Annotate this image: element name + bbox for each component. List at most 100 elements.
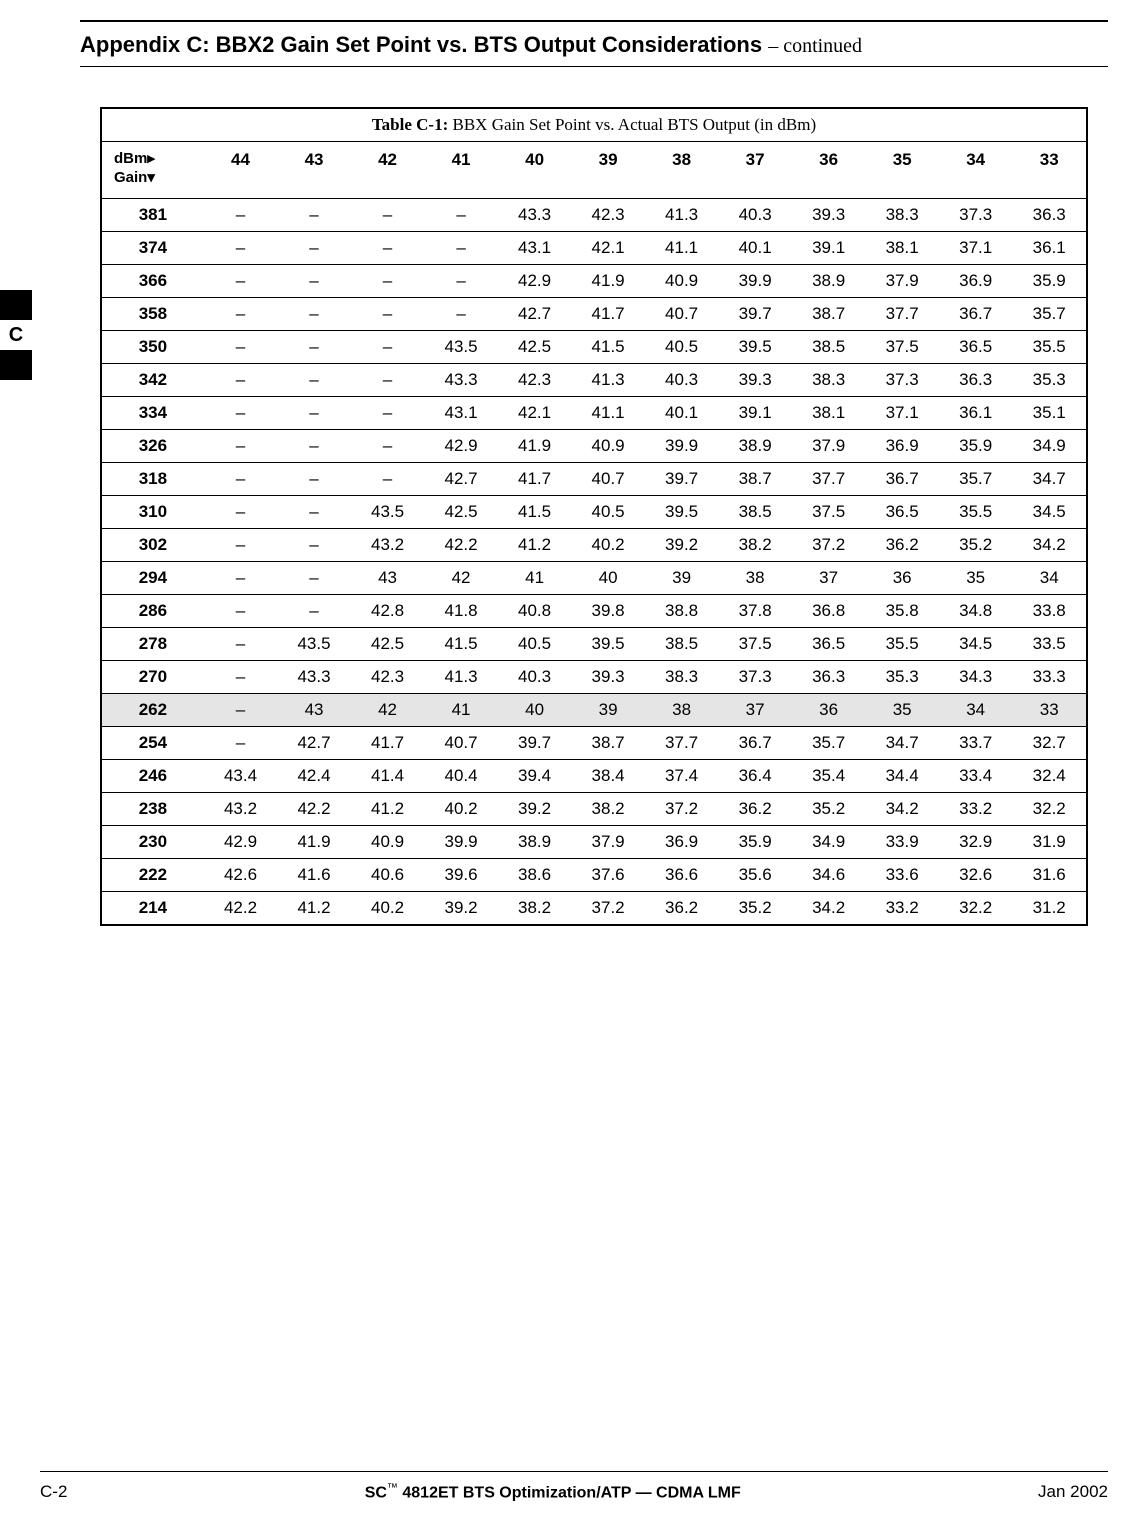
corner-line1: dBm▸ <box>114 150 155 167</box>
gain-cell: 302 <box>102 528 204 561</box>
value-cell: – <box>204 330 278 363</box>
value-cell: 41.2 <box>351 792 425 825</box>
value-cell: 38 <box>718 561 792 594</box>
value-cell: 33.6 <box>865 858 939 891</box>
value-cell: 40.8 <box>498 594 572 627</box>
value-cell: 38.5 <box>792 330 866 363</box>
value-cell: 37.9 <box>792 429 866 462</box>
table-row: 318–––42.741.740.739.738.737.736.735.734… <box>102 462 1086 495</box>
value-cell: 39.3 <box>718 363 792 396</box>
value-cell: 36.8 <box>792 594 866 627</box>
value-cell: 38.7 <box>571 726 645 759</box>
value-cell: 33.4 <box>939 759 1013 792</box>
value-cell: 42.3 <box>571 198 645 231</box>
value-cell: 35.3 <box>1012 363 1086 396</box>
value-cell: 34.2 <box>1012 528 1086 561</box>
value-cell: 31.2 <box>1012 891 1086 924</box>
value-cell: 41.2 <box>277 891 351 924</box>
value-cell: 42.1 <box>571 231 645 264</box>
value-cell: – <box>204 396 278 429</box>
table-row: 270–43.342.341.340.339.338.337.336.335.3… <box>102 660 1086 693</box>
value-cell: 37.5 <box>865 330 939 363</box>
value-cell: 36.5 <box>865 495 939 528</box>
value-cell: 42.2 <box>204 891 278 924</box>
value-cell: 36.2 <box>645 891 719 924</box>
value-cell: 39.5 <box>571 627 645 660</box>
value-cell: – <box>351 330 425 363</box>
value-cell: 42.9 <box>204 825 278 858</box>
value-cell: 39.9 <box>424 825 498 858</box>
value-cell: 42.1 <box>498 396 572 429</box>
value-cell: 41.5 <box>498 495 572 528</box>
value-cell: 34.5 <box>1012 495 1086 528</box>
gain-cell: 326 <box>102 429 204 462</box>
table-row: 254–42.741.740.739.738.737.736.735.734.7… <box>102 726 1086 759</box>
value-cell: 42.5 <box>351 627 425 660</box>
gain-cell: 238 <box>102 792 204 825</box>
value-cell: 38.6 <box>498 858 572 891</box>
corner-line2: Gain▾ <box>114 169 155 186</box>
value-cell: 40.5 <box>645 330 719 363</box>
side-tab-top <box>0 290 32 320</box>
value-cell: 41.3 <box>424 660 498 693</box>
value-cell: – <box>277 198 351 231</box>
value-cell: – <box>277 429 351 462</box>
value-cell: 43.2 <box>204 792 278 825</box>
value-cell: – <box>351 363 425 396</box>
value-cell: 41.9 <box>277 825 351 858</box>
value-cell: 38.1 <box>792 396 866 429</box>
value-cell: 32.9 <box>939 825 1013 858</box>
value-cell: 43.5 <box>277 627 351 660</box>
col-head: 41 <box>424 142 498 199</box>
col-head: 39 <box>571 142 645 199</box>
value-cell: 35.7 <box>792 726 866 759</box>
gain-cell: 214 <box>102 891 204 924</box>
value-cell: 38.7 <box>718 462 792 495</box>
value-cell: 43.3 <box>498 198 572 231</box>
value-cell: 39.7 <box>718 297 792 330</box>
value-cell: 42.2 <box>277 792 351 825</box>
value-cell: 40.6 <box>351 858 425 891</box>
value-cell: 38.7 <box>792 297 866 330</box>
table-row: 350–––43.542.541.540.539.538.537.536.535… <box>102 330 1086 363</box>
value-cell: 32.2 <box>1012 792 1086 825</box>
gain-cell: 222 <box>102 858 204 891</box>
value-cell: 40.2 <box>351 891 425 924</box>
value-cell: – <box>277 297 351 330</box>
value-cell: 37.6 <box>571 858 645 891</box>
value-cell: 42.6 <box>204 858 278 891</box>
value-cell: 43.1 <box>498 231 572 264</box>
value-cell: 41.5 <box>424 627 498 660</box>
value-cell: – <box>204 297 278 330</box>
value-cell: 36.5 <box>939 330 1013 363</box>
value-cell: – <box>351 198 425 231</box>
value-cell: 34.3 <box>939 660 1013 693</box>
value-cell: 37.3 <box>865 363 939 396</box>
value-cell: 40.9 <box>571 429 645 462</box>
value-cell: – <box>424 231 498 264</box>
value-cell: 42.4 <box>277 759 351 792</box>
value-cell: 34.2 <box>865 792 939 825</box>
value-cell: 37.3 <box>718 660 792 693</box>
col-head: 34 <box>939 142 1013 199</box>
top-rule <box>80 20 1108 22</box>
value-cell: 36.3 <box>1012 198 1086 231</box>
table-row: 334–––43.142.141.140.139.138.137.136.135… <box>102 396 1086 429</box>
value-cell: 42.5 <box>498 330 572 363</box>
value-cell: 32.4 <box>1012 759 1086 792</box>
value-cell: – <box>204 198 278 231</box>
value-cell: 38.2 <box>498 891 572 924</box>
value-cell: 35.1 <box>1012 396 1086 429</box>
value-cell: – <box>204 627 278 660</box>
value-cell: 40.3 <box>498 660 572 693</box>
value-cell: 41 <box>498 561 572 594</box>
value-cell: 39.2 <box>498 792 572 825</box>
value-cell: – <box>351 462 425 495</box>
value-cell: 34 <box>1012 561 1086 594</box>
value-cell: 35 <box>865 693 939 726</box>
table-row: 278–43.542.541.540.539.538.537.536.535.5… <box>102 627 1086 660</box>
value-cell: 41.7 <box>571 297 645 330</box>
value-cell: 37.2 <box>645 792 719 825</box>
value-cell: 35.4 <box>792 759 866 792</box>
value-cell: 41.9 <box>571 264 645 297</box>
